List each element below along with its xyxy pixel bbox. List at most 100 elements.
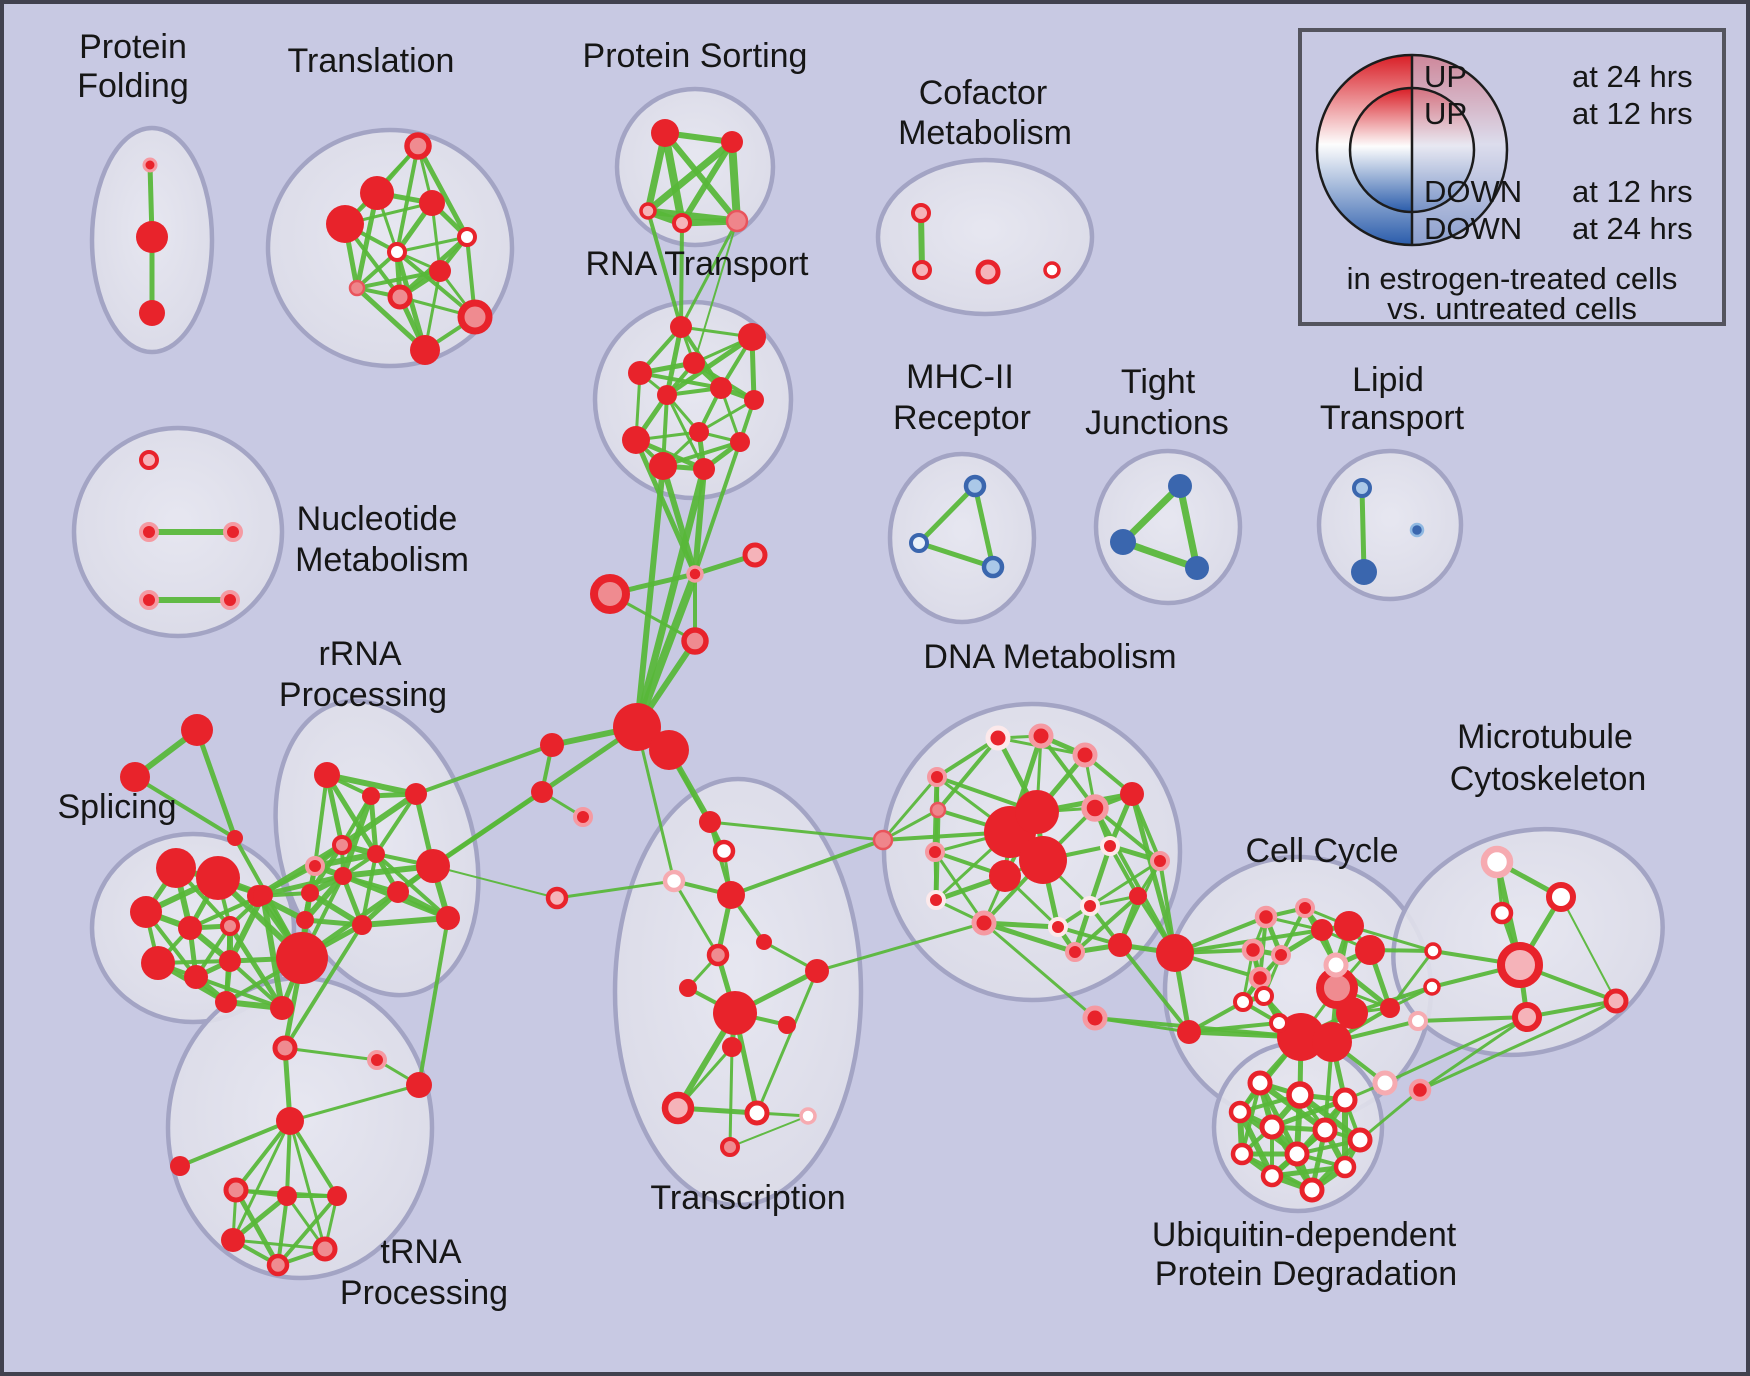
network-node-sp9[interactable] <box>219 950 241 972</box>
network-node-r7[interactable] <box>334 867 352 885</box>
network-node-tx9[interactable] <box>805 959 829 983</box>
network-node-rt11[interactable] <box>649 452 677 480</box>
network-node-tx10[interactable] <box>713 991 757 1035</box>
network-node-u10[interactable] <box>1260 1164 1284 1188</box>
network-node-st1[interactable] <box>181 714 213 746</box>
network-node-u7[interactable] <box>1347 1127 1373 1153</box>
network-node-tx7[interactable] <box>706 943 730 967</box>
network-node-r2[interactable] <box>362 787 380 805</box>
network-node-h4[interactable] <box>221 1228 245 1252</box>
network-node-d4[interactable] <box>927 767 947 787</box>
network-node-cc13[interactable] <box>1269 1013 1289 1033</box>
network-node-r6[interactable] <box>367 845 385 863</box>
network-node-pr[interactable] <box>367 1050 387 1070</box>
network-node-h3[interactable] <box>327 1186 347 1206</box>
network-node-rt6[interactable] <box>710 377 732 399</box>
network-node-cc6[interactable] <box>1241 938 1265 962</box>
network-node-r14[interactable] <box>296 911 314 929</box>
network-node-rt12[interactable] <box>693 458 715 480</box>
network-node-r1[interactable] <box>314 762 340 788</box>
network-node-t10[interactable] <box>457 299 493 335</box>
network-node-d20[interactable] <box>1065 942 1085 962</box>
network-node-cf4[interactable] <box>1043 261 1061 279</box>
network-node-tx1[interactable] <box>699 811 721 833</box>
network-node-d21[interactable] <box>1108 933 1132 957</box>
network-node-r5[interactable] <box>305 856 325 876</box>
network-node-m2[interactable] <box>909 533 929 553</box>
network-node-d2[interactable] <box>1028 723 1054 749</box>
network-node-d10[interactable] <box>1019 836 1067 884</box>
network-node-cc16[interactable] <box>1312 1022 1352 1062</box>
network-node-t9[interactable] <box>387 284 413 310</box>
network-node-mt3[interactable] <box>1490 901 1514 925</box>
network-node-x2[interactable] <box>1423 978 1441 996</box>
network-node-hub2b[interactable] <box>649 730 689 770</box>
network-node-cbig[interactable] <box>590 574 630 614</box>
network-node-cc5[interactable] <box>1355 935 1385 965</box>
network-node-tx2[interactable] <box>712 839 736 863</box>
network-node-sp6[interactable] <box>220 916 240 936</box>
network-node-d16[interactable] <box>971 910 997 936</box>
network-node-cc7[interactable] <box>1271 945 1291 965</box>
network-node-u1[interactable] <box>1247 1070 1273 1096</box>
network-node-tx11[interactable] <box>778 1016 796 1034</box>
network-node-cc15[interactable] <box>1277 1013 1325 1061</box>
network-node-sp8[interactable] <box>184 965 208 989</box>
network-node-x1[interactable] <box>1424 942 1442 960</box>
network-node-mt1[interactable] <box>1480 845 1514 879</box>
network-node-tx5[interactable] <box>545 886 569 910</box>
network-node-r10[interactable] <box>301 884 319 902</box>
network-node-sp2[interactable] <box>196 856 240 900</box>
network-node-x3[interactable] <box>1408 1011 1428 1031</box>
network-node-u8[interactable] <box>1230 1142 1254 1166</box>
network-node-hub1[interactable] <box>276 932 328 984</box>
network-node-l2[interactable] <box>1351 559 1377 585</box>
network-node-d12[interactable] <box>925 842 945 862</box>
network-node-t4[interactable] <box>326 205 364 243</box>
network-node-cu2[interactable] <box>742 542 768 568</box>
network-node-ep[interactable] <box>1082 1005 1108 1031</box>
network-node-cc10[interactable] <box>1248 966 1272 990</box>
network-node-sp10[interactable] <box>215 991 237 1013</box>
network-node-cf3[interactable] <box>975 259 1001 285</box>
network-node-sp7[interactable] <box>141 946 175 980</box>
network-node-tx6[interactable] <box>756 934 772 950</box>
network-node-tx14[interactable] <box>744 1100 770 1126</box>
network-node-d8[interactable] <box>1015 790 1059 834</box>
network-node-sp1[interactable] <box>156 848 196 888</box>
network-node-conn[interactable] <box>872 829 894 851</box>
network-node-t7[interactable] <box>429 260 451 282</box>
network-node-cc11[interactable] <box>1254 986 1274 1006</box>
network-node-cn2[interactable] <box>531 781 553 803</box>
network-node-d14[interactable] <box>989 860 1021 892</box>
network-node-mt5[interactable] <box>1512 1002 1542 1032</box>
network-node-cf2[interactable] <box>912 260 932 280</box>
network-node-r8[interactable] <box>416 849 450 883</box>
network-node-tx4[interactable] <box>717 881 745 909</box>
network-node-d13[interactable] <box>1150 851 1170 871</box>
network-node-u4[interactable] <box>1228 1100 1252 1124</box>
network-node-hub2[interactable] <box>613 703 661 751</box>
network-node-n1[interactable] <box>139 450 159 470</box>
network-node-cn1[interactable] <box>540 733 564 757</box>
network-node-cc8[interactable] <box>1323 952 1349 978</box>
network-node-cn3[interactable] <box>573 807 593 827</box>
network-node-tj2[interactable] <box>1110 529 1136 555</box>
network-node-u12[interactable] <box>1333 1155 1357 1179</box>
network-node-l3[interactable] <box>1409 522 1425 538</box>
network-node-mt4[interactable] <box>1497 942 1543 988</box>
network-node-mt2[interactable] <box>1546 882 1576 912</box>
network-node-cc1[interactable] <box>1254 905 1278 929</box>
network-node-l1[interactable] <box>1352 478 1372 498</box>
network-node-u5[interactable] <box>1259 1114 1285 1140</box>
network-node-d15[interactable] <box>926 890 946 910</box>
network-node-r4[interactable] <box>332 835 352 855</box>
network-node-ps3[interactable] <box>639 202 657 220</box>
network-node-n3[interactable] <box>223 522 243 542</box>
network-node-cmid[interactable] <box>681 627 709 655</box>
network-node-rt5[interactable] <box>657 385 677 405</box>
network-node-t2[interactable] <box>360 176 394 210</box>
network-node-n4[interactable] <box>139 590 159 610</box>
network-node-x4[interactable] <box>1372 1070 1398 1096</box>
network-node-rt9[interactable] <box>689 422 709 442</box>
